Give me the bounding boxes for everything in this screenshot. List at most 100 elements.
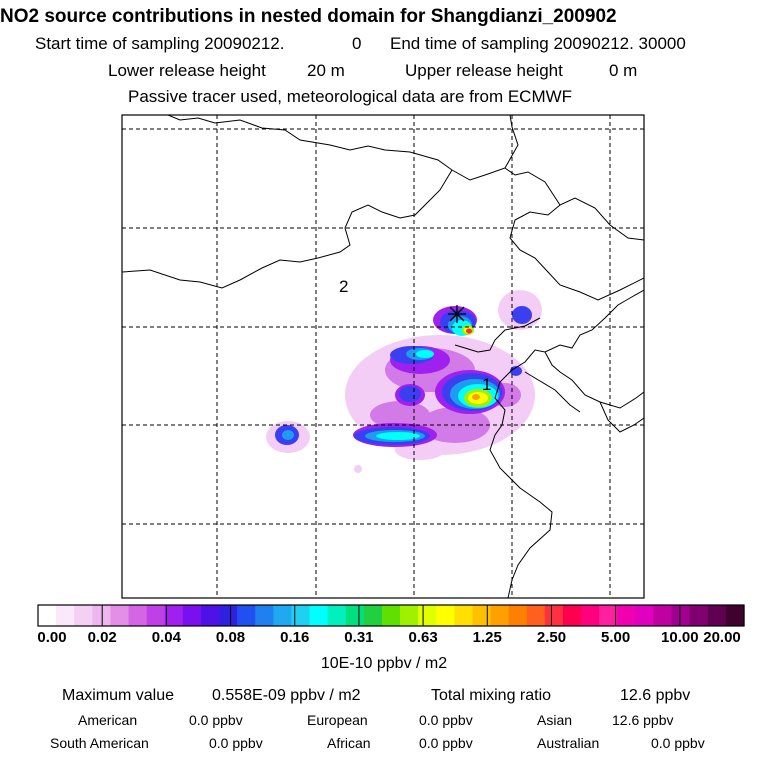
colorbar-tick-label: 0.02 [87, 629, 117, 646]
colorbar-cell [110, 605, 130, 626]
colorbar-cell [508, 605, 528, 626]
colorbar-cell [219, 605, 238, 626]
colorbar-cell [689, 605, 709, 626]
grid-lines [122, 115, 644, 598]
max-value-label: Maximum value [62, 687, 175, 704]
lower-release-value: 20 m [307, 61, 345, 80]
border-line [509, 204, 644, 301]
colorbar-tick-label: 0.63 [408, 629, 438, 646]
colorbar-cell [164, 605, 184, 626]
coastline [524, 371, 581, 413]
colorbar-tick-label: 10.00 [661, 629, 699, 646]
colorbar-cell [38, 605, 57, 626]
border-line [504, 167, 644, 241]
colorbar-cell [146, 605, 166, 626]
colorbar-cell [490, 605, 510, 626]
station-star-marker [448, 305, 466, 323]
end-time-label: End time of sampling 20090212. 30000 [390, 34, 686, 53]
colorbar-cell [526, 605, 546, 626]
coastline [489, 289, 644, 598]
region-value-american: 0.0 ppbv [189, 712, 243, 728]
colorbar-cell [544, 605, 564, 626]
colorbar-cell [255, 605, 274, 626]
plume-skyblue [282, 430, 294, 440]
chart-title: NO2 source contributions in nested domai… [0, 6, 617, 27]
colorbar-cell [707, 605, 727, 626]
total-mixing-value: 12.6 ppbv [620, 687, 691, 704]
plume-cyan [416, 350, 434, 358]
plume-red [466, 328, 472, 334]
region-name-australian: Australian [537, 735, 600, 751]
colorbar-cell [309, 605, 329, 626]
plume-blue [399, 386, 421, 402]
colorbar-cell [599, 605, 618, 626]
colorbar-frame [37, 604, 745, 627]
tracer-note: Passive tracer used, meteorological data… [128, 87, 573, 106]
plume-violet [370, 401, 430, 429]
colorbar-cell [345, 605, 365, 626]
colorbar-cell [291, 605, 311, 626]
colorbar-cell [182, 605, 202, 626]
plume-halo [353, 365, 377, 389]
total-mixing-label: Total mixing ratio [431, 687, 552, 704]
colorbar-cell [363, 605, 383, 626]
colorbar [38, 605, 745, 626]
plume-layer [266, 290, 542, 473]
colorbar-cell [671, 605, 691, 626]
border-line [167, 115, 519, 181]
region-value-asian: 12.6 ppbv [612, 712, 674, 728]
start-time-value: 0 [352, 34, 362, 53]
borders [122, 115, 644, 598]
region-name-european: European [307, 712, 368, 728]
border-line [122, 169, 453, 289]
colorbar-cell [74, 605, 93, 626]
colorbar-cell [418, 605, 437, 626]
colorbar-tick-label: 20.00 [703, 629, 741, 646]
colorbar-tick-label: 1.25 [472, 629, 502, 646]
colorbar-cell [562, 605, 582, 626]
colorbar-tick-label: 5.00 [601, 629, 631, 646]
colorbar-tick-label: 0.31 [344, 629, 374, 646]
colorbar-cell [454, 605, 474, 626]
coastline [454, 317, 541, 353]
plume-blue [510, 366, 522, 376]
colorbar-cell [327, 605, 347, 626]
plume-blue [512, 306, 532, 324]
colorbar-tick-label: 0.04 [151, 629, 181, 646]
colorbar-cell [237, 605, 256, 626]
colorbar-cell [653, 605, 673, 626]
colorbar-units: 10E-10 ppbv / m2 [320, 655, 448, 672]
colorbar-cell [128, 605, 148, 626]
coastline [544, 351, 644, 409]
colorbar-cell [381, 605, 401, 626]
colorbar-cell [581, 605, 600, 626]
region-name-african: African [327, 735, 371, 751]
colorbar-cell [273, 605, 293, 626]
colorbar-cell [200, 605, 220, 626]
start-time-label: Start time of sampling 20090212. [35, 34, 285, 53]
region-label-2: 2 [339, 277, 348, 296]
colorbar-cell [725, 605, 745, 626]
region-name-asian: Asian [537, 712, 573, 728]
region-value-african: 0.0 ppbv [419, 735, 473, 751]
map-frame [121, 114, 645, 599]
colorbar-cell [617, 605, 636, 626]
colorbar-tick-label: 0.08 [215, 629, 246, 646]
colorbar-tick-label: 0.16 [280, 629, 310, 646]
region-value-european: 0.0 ppbv [419, 712, 473, 728]
colorbar-cell [436, 605, 455, 626]
region-value-south-american: 0.0 ppbv [209, 735, 263, 751]
lower-release-label: Lower release height [108, 61, 266, 80]
colorbar-cell [472, 605, 492, 626]
max-value: 0.558E-09 ppbv / m2 [212, 687, 361, 704]
upper-release-label: Upper release height [405, 61, 563, 80]
region-name-american: American [78, 712, 138, 728]
plume-orange [472, 394, 480, 400]
colorbar-cell [56, 605, 75, 626]
colorbar-cell [635, 605, 655, 626]
region-name-south-american: South American [50, 735, 149, 751]
plume-cyan [376, 432, 420, 440]
colorbar-tick-label: 2.50 [536, 629, 567, 646]
region-value-australian: 0.0 ppbv [651, 735, 705, 751]
